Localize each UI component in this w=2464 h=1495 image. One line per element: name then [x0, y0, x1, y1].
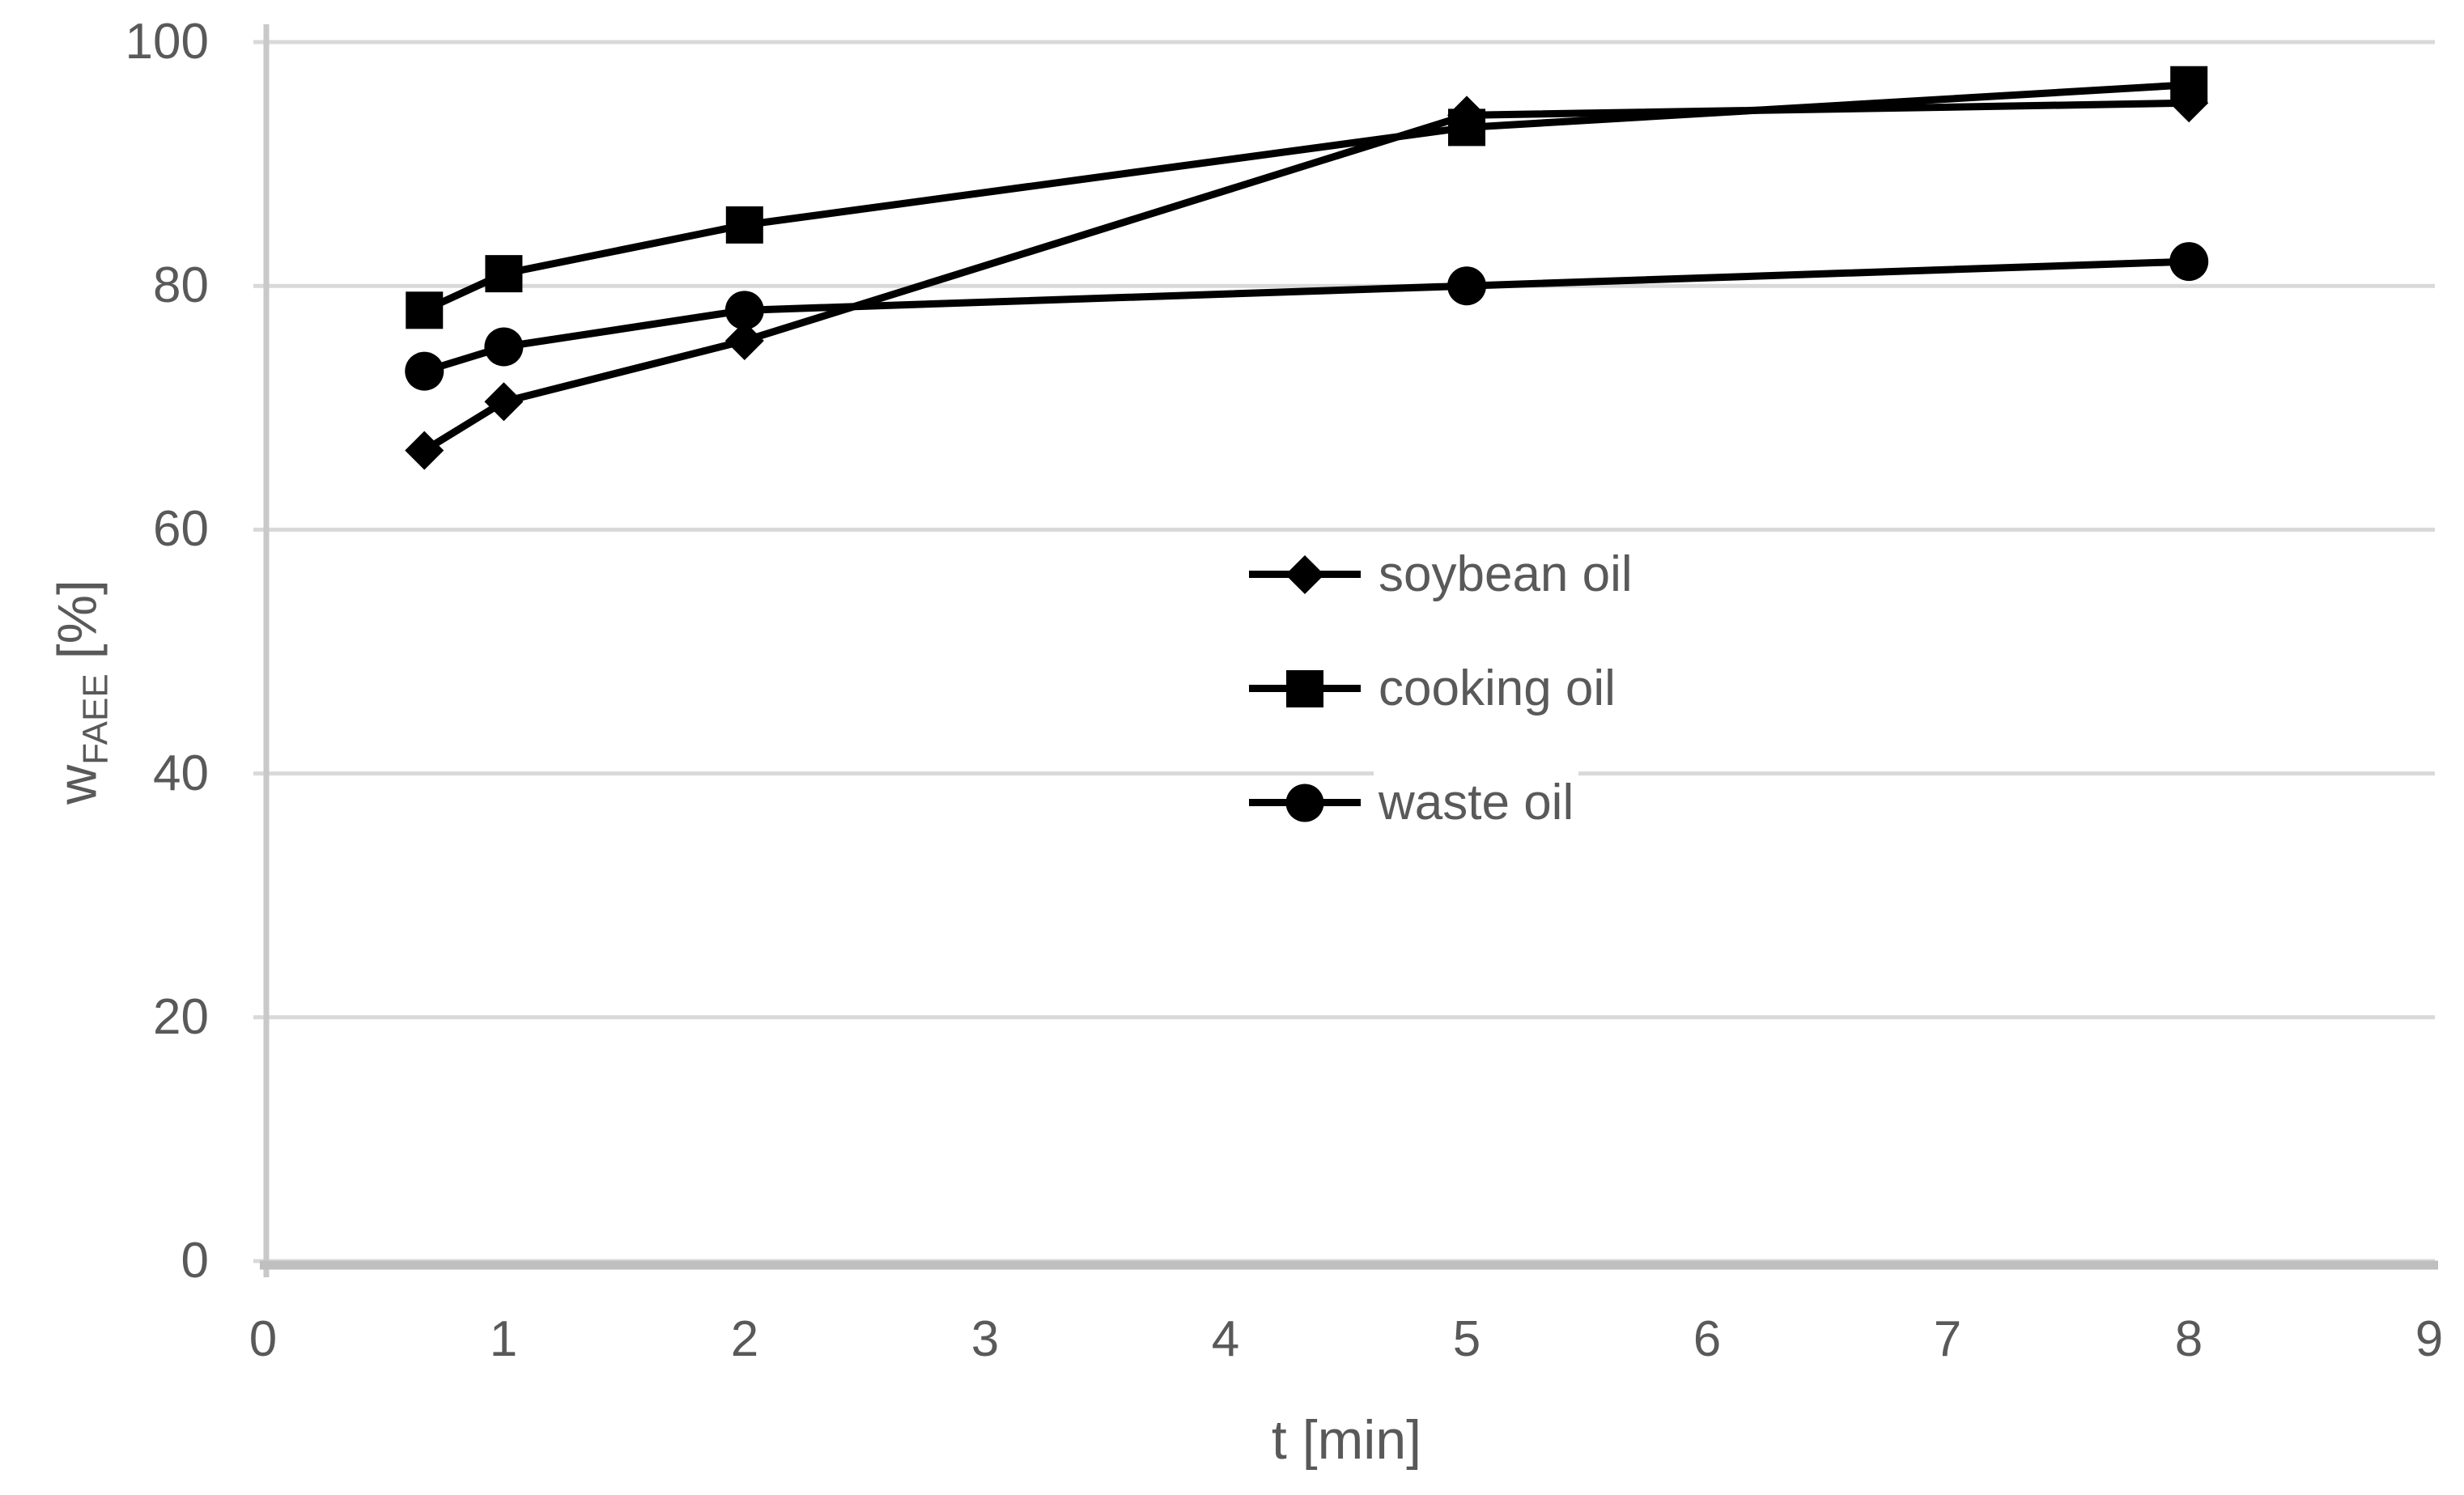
x-tick-label-0: 0 [249, 1311, 278, 1367]
x-tick-label-3: 3 [971, 1311, 1000, 1367]
legend-label: cooking oil [1374, 655, 1621, 723]
marker-waste-oil-2 [724, 291, 764, 330]
x-tick-label-6: 6 [1693, 1311, 1722, 1367]
x-tick-label-1: 1 [489, 1311, 518, 1367]
y-axis-symbol: w [46, 764, 108, 805]
diamond-marker-icon [1285, 554, 1325, 595]
y-axis-subscript: FAEE [75, 673, 116, 765]
marker-cooking-oil-2 [725, 206, 763, 244]
x-tick-label-7: 7 [1933, 1311, 1962, 1367]
marker-waste-oil-0 [405, 351, 444, 391]
y-tick-label-60: 60 [153, 501, 209, 557]
marker-waste-oil-3 [1447, 266, 1486, 306]
legend-swatch-cooking-oil [1249, 655, 1361, 723]
legend-item-soybean-oil: soybean oil [1249, 541, 1638, 609]
circle-marker-icon [1285, 784, 1324, 822]
x-tick-label-9: 9 [2415, 1311, 2444, 1367]
y-axis-title: wFAEE [%] [46, 580, 117, 805]
legend-label: waste oil [1374, 769, 1579, 837]
x-tick-label-5: 5 [1452, 1311, 1481, 1367]
series-line-cooking-oil [423, 81, 2190, 314]
marker-soybean-oil-1 [484, 382, 524, 422]
x-tick-label-4: 4 [1211, 1311, 1240, 1367]
y-tick-label-100: 100 [125, 14, 209, 70]
x-tick-label-8: 8 [2174, 1311, 2203, 1367]
marker-waste-oil-4 [2169, 242, 2209, 282]
square-marker-icon [1286, 670, 1323, 707]
y-tick-label-80: 80 [153, 257, 209, 313]
y-tick-label-20: 20 [153, 989, 209, 1045]
marker-soybean-oil-4 [2169, 83, 2209, 123]
y-tick-label-40: 40 [153, 745, 209, 801]
series-line-soybean-oil [422, 99, 2190, 454]
legend-item-cooking-oil: cooking oil [1249, 655, 1621, 723]
marker-cooking-oil-1 [485, 255, 523, 293]
y-tick-label-0: 0 [181, 1233, 209, 1289]
y-axis-unit: [%] [46, 580, 108, 660]
x-tick-label-2: 2 [730, 1311, 759, 1367]
legend-swatch-waste-oil [1249, 769, 1361, 837]
marker-cooking-oil-0 [406, 291, 444, 329]
x-axis-title: t [min] [1271, 1409, 1422, 1471]
legend-label: soybean oil [1374, 541, 1638, 609]
legend-swatch-soybean-oil [1249, 541, 1361, 609]
marker-soybean-oil-2 [724, 321, 764, 360]
marker-waste-oil-1 [484, 327, 524, 367]
marker-soybean-oil-3 [1447, 96, 1486, 135]
legend-item-waste-oil: waste oil [1249, 769, 1579, 837]
marker-soybean-oil-0 [405, 431, 444, 470]
